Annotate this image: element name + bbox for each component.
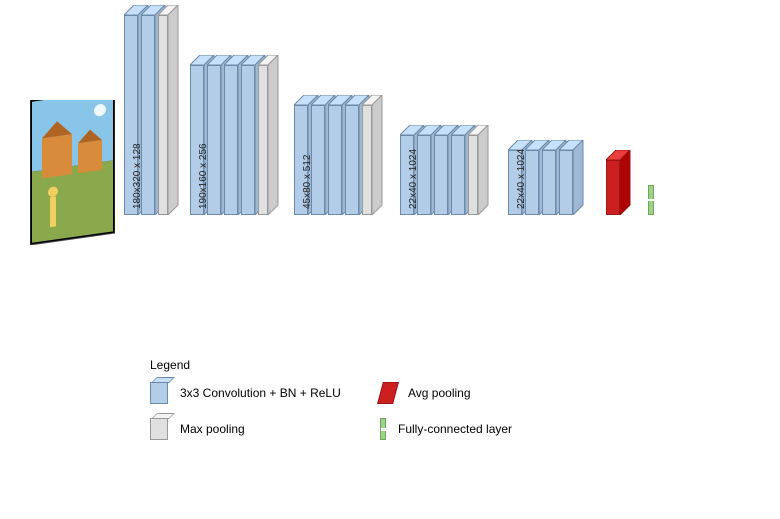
legend-title: Legend [150, 358, 190, 372]
legend-label: Max pooling [180, 422, 245, 436]
legend-item: Fully-connected layer [380, 418, 512, 440]
legend-swatch [380, 418, 386, 440]
legend-item: Avg pooling [380, 382, 471, 404]
legend-swatch [377, 382, 399, 404]
layer-dim-label: 22x40 x 1024 [408, 149, 419, 209]
layer-dim-label: 22x40 x 1024 [516, 149, 527, 209]
layer-dim-label: 190x160 x 256 [198, 143, 209, 209]
layer-dim-label: 45x80 x 512 [302, 155, 313, 210]
legend-swatch [150, 382, 168, 404]
legend-label: Fully-connected layer [398, 422, 512, 436]
legend-item: Max pooling [150, 418, 245, 440]
legend-item: 3x3 Convolution + BN + ReLU [150, 382, 341, 404]
legend-label: 3x3 Convolution + BN + ReLU [180, 386, 341, 400]
legend-swatch [150, 418, 168, 440]
cnn-diagram: 180x320 x 128 190x160 x 256 45x80 x 512 22x… [30, 60, 750, 320]
legend: Legend 3x3 Convolution + BN + ReLUMax po… [150, 370, 630, 500]
layer-dim-label: 180x320 x 128 [132, 143, 143, 209]
legend-label: Avg pooling [408, 386, 471, 400]
input-image [30, 100, 115, 245]
